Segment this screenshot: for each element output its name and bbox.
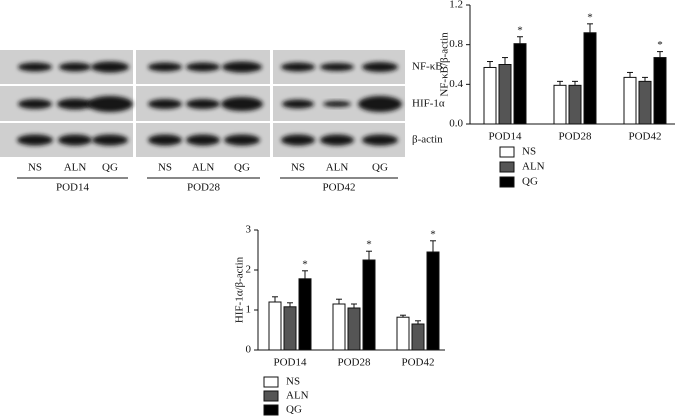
blot-band [92, 134, 128, 146]
blot-band [17, 134, 53, 146]
bar [583, 32, 597, 125]
lane-label: QG [234, 162, 250, 174]
blot-band [91, 61, 129, 73]
bar [283, 306, 297, 351]
y-tick-label: 3 [246, 224, 252, 236]
blot-band [148, 134, 182, 146]
blot-band [18, 62, 52, 72]
bar [483, 66, 497, 125]
legend-swatch [263, 390, 279, 402]
x-tick-label: POD14 [488, 131, 522, 143]
bar [362, 259, 376, 351]
y-tick-label: 1.2 [449, 0, 463, 11]
lane-label: NS [291, 162, 305, 174]
legend-label: QG [522, 176, 538, 188]
y-tick-label: 0 [246, 344, 252, 356]
x-tick-label: POD14 [273, 357, 307, 369]
legend-label: QG [286, 404, 302, 416]
blot-band [18, 99, 52, 109]
legend-label: ALN [522, 161, 545, 173]
blot-band [221, 97, 263, 111]
blot-band [222, 61, 262, 73]
blot-row-label: β-actin [412, 134, 443, 146]
lane-label: ALN [326, 162, 349, 174]
x-tick-label: POD42 [401, 357, 434, 369]
lane-label: NS [158, 162, 172, 174]
lane-label: NS [28, 162, 42, 174]
legend-label: ALN [286, 390, 309, 402]
bar [553, 84, 567, 125]
blot-band [320, 134, 354, 146]
legend-label: NS [286, 376, 300, 388]
blot-band [362, 134, 398, 146]
blot-band [148, 62, 182, 72]
blot-band [224, 134, 260, 146]
y-tick-label: 0.0 [449, 118, 463, 130]
group-label: POD14 [56, 182, 90, 194]
significance-marker: * [657, 39, 663, 51]
y-axis-label: HIF-1α/β-actin [234, 256, 246, 323]
legend-swatch [499, 176, 515, 188]
y-tick-label: 0.4 [449, 78, 463, 90]
blot-band [87, 96, 133, 112]
bar [298, 278, 312, 351]
blot-band [358, 96, 402, 112]
lane-label: ALN [192, 162, 215, 174]
blot-band [282, 99, 314, 109]
significance-marker: * [302, 258, 308, 270]
bar [411, 323, 425, 351]
blot-band [57, 98, 93, 110]
blot-row-label: NF-κB [412, 61, 443, 73]
x-tick-label: POD28 [337, 357, 371, 369]
y-tick-label: 2 [246, 264, 252, 276]
blot-row-label: HIF-1α [412, 98, 445, 110]
x-tick-label: POD42 [628, 131, 661, 143]
bar [653, 57, 667, 125]
lane-label: QG [372, 162, 388, 174]
x-tick-label: POD28 [558, 131, 592, 143]
y-tick-label: 0.8 [449, 38, 463, 50]
blot-band [148, 99, 182, 109]
blot-band [186, 62, 220, 72]
bar [498, 64, 512, 125]
blot-band [320, 63, 354, 71]
bar [623, 76, 637, 125]
y-axis-label: NF-κB/β-actin [439, 32, 451, 97]
legend-label: NS [522, 146, 536, 158]
group-label: POD42 [322, 182, 355, 194]
legend-swatch [499, 161, 515, 173]
bar [513, 43, 527, 125]
y-tick-label: 1 [246, 304, 252, 316]
blot-band [323, 101, 351, 107]
legend-swatch [263, 404, 279, 416]
bar [268, 301, 282, 351]
lane-label: QG [102, 162, 118, 174]
lane-label: ALN [64, 162, 87, 174]
significance-marker: * [517, 24, 523, 36]
blot-band [186, 134, 220, 146]
blot-band [59, 62, 91, 72]
blot-band [186, 99, 220, 109]
western-blot: NF-κB HIF-1α β-actin NS ALN QG POD14 NS ALN QG POD… [0, 50, 445, 194]
significance-marker: * [430, 228, 436, 240]
blot-band [281, 62, 315, 72]
blot-band [58, 134, 92, 146]
blot-band [281, 134, 315, 146]
blot-band [362, 62, 398, 72]
bar [347, 307, 361, 351]
bar [638, 80, 652, 125]
group-label: POD28 [187, 182, 221, 194]
bar [568, 84, 582, 125]
bar [426, 251, 440, 351]
legend-swatch [263, 376, 279, 388]
significance-marker: * [366, 239, 372, 251]
bar [332, 303, 346, 351]
bar [396, 316, 410, 351]
significance-marker: * [587, 11, 593, 23]
legend-swatch [499, 146, 515, 158]
